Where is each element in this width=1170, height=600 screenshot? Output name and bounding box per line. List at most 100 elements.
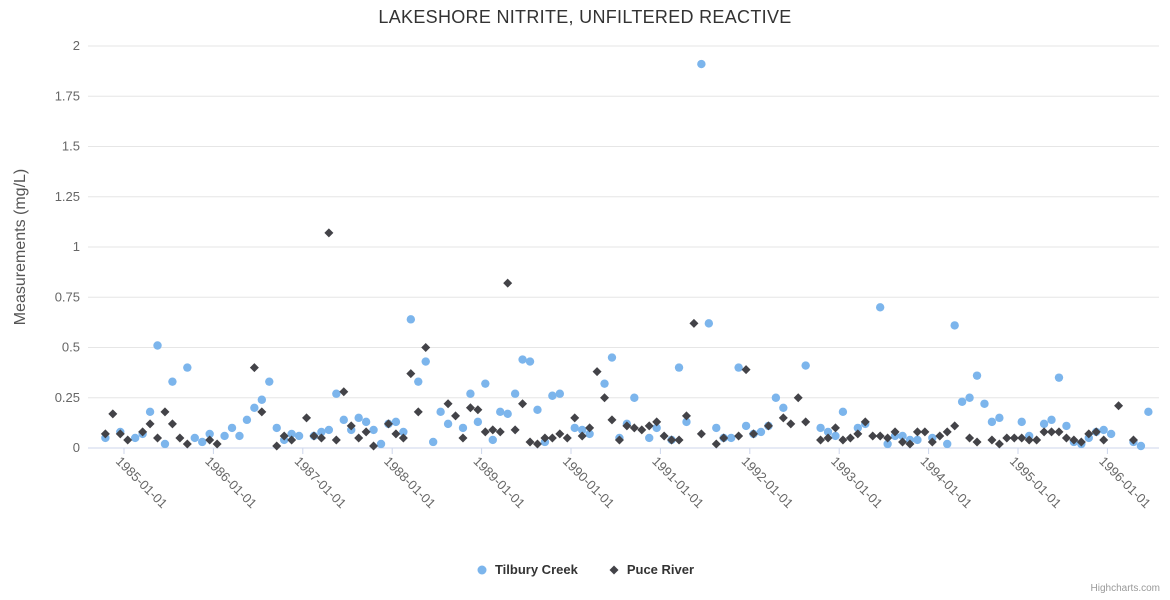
scatter-point-tilbury-creek[interactable] [972,371,982,380]
scatter-point-tilbury-creek[interactable] [510,389,520,398]
scatter-point-tilbury-creek[interactable] [913,435,922,445]
scatter-point-puce-river[interactable] [547,433,557,443]
scatter-point-puce-river[interactable] [1069,435,1079,445]
scatter-point-tilbury-creek[interactable] [741,421,751,431]
scatter-point-tilbury-creek[interactable] [361,417,371,427]
scatter-point-tilbury-creek[interactable] [250,403,259,412]
scatter-point-tilbury-creek[interactable] [965,393,974,402]
scatter-point-puce-river[interactable] [823,433,833,443]
scatter-point-tilbury-creek[interactable] [697,59,706,69]
scatter-point-puce-river[interactable] [272,441,282,451]
scatter-point-tilbury-creek[interactable] [339,415,348,425]
scatter-point-puce-river[interactable] [585,423,595,433]
scatter-point-tilbury-creek[interactable] [235,431,244,441]
scatter-point-tilbury-creek[interactable] [853,423,863,433]
scatter-point-tilbury-creek[interactable] [130,433,140,443]
scatter-point-tilbury-creek[interactable] [674,363,684,372]
scatter-point-puce-river[interactable] [749,429,759,439]
scatter-point-puce-river[interactable] [115,429,125,439]
scatter-point-tilbury-creek[interactable] [391,417,401,427]
scatter-point-puce-river[interactable] [331,435,341,445]
scatter-point-puce-river[interactable] [965,433,975,443]
scatter-point-tilbury-creek[interactable] [376,439,386,449]
scatter-point-puce-river[interactable] [361,427,371,437]
scatter-point-puce-river[interactable] [1047,427,1057,437]
scatter-point-tilbury-creek[interactable] [332,389,341,398]
scatter-point-puce-river[interactable] [741,365,751,375]
scatter-point-puce-river[interactable] [972,437,982,447]
scatter-point-puce-river[interactable] [458,433,468,443]
scatter-point-puce-river[interactable] [473,405,483,415]
scatter-point-puce-river[interactable] [555,429,565,439]
scatter-point-puce-river[interactable] [354,433,364,443]
scatter-point-puce-river[interactable] [905,439,915,449]
scatter-point-puce-river[interactable] [898,437,908,447]
scatter-point-tilbury-creek[interactable] [168,377,177,386]
scatter-point-tilbury-creek[interactable] [816,423,825,433]
scatter-point-puce-river[interactable] [927,437,937,447]
scatter-point-tilbury-creek[interactable] [995,413,1004,423]
scatter-point-tilbury-creek[interactable] [838,407,848,417]
scatter-point-tilbury-creek[interactable] [406,315,416,324]
scatter-point-puce-river[interactable] [853,429,863,439]
scatter-point-tilbury-creek[interactable] [443,419,453,429]
scatter-point-tilbury-creek[interactable] [257,395,267,404]
scatter-point-tilbury-creek[interactable] [428,437,438,447]
scatter-point-puce-river[interactable] [451,411,461,421]
scatter-point-tilbury-creek[interactable] [823,427,833,437]
scatter-point-tilbury-creek[interactable] [1136,441,1146,451]
scatter-point-tilbury-creek[interactable] [898,431,907,441]
scatter-point-puce-river[interactable] [406,369,416,379]
scatter-point-puce-river[interactable] [257,407,267,417]
scatter-point-tilbury-creek[interactable] [1144,407,1153,417]
highcharts-credits[interactable]: Highcharts.com [1090,583,1160,594]
scatter-point-tilbury-creek[interactable] [488,435,497,445]
scatter-point-tilbury-creek[interactable] [630,393,639,402]
scatter-point-tilbury-creek[interactable] [1062,421,1071,431]
scatter-point-tilbury-creek[interactable] [533,405,542,415]
scatter-point-puce-river[interactable] [637,425,647,435]
scatter-point-puce-river[interactable] [1039,427,1049,437]
scatter-point-puce-river[interactable] [138,427,148,437]
scatter-point-puce-river[interactable] [786,419,796,429]
scatter-point-tilbury-creek[interactable] [771,393,781,402]
scatter-point-tilbury-creek[interactable] [473,417,483,427]
scatter-point-puce-river[interactable] [816,435,826,445]
scatter-point-tilbury-creek[interactable] [220,431,229,441]
scatter-point-puce-river[interactable] [287,435,297,445]
scatter-point-puce-river[interactable] [994,439,1004,449]
scatter-point-tilbury-creek[interactable] [712,423,721,433]
scatter-point-puce-river[interactable] [734,431,744,441]
scatter-point-puce-river[interactable] [860,417,870,427]
scatter-point-tilbury-creek[interactable] [525,357,535,366]
scatter-point-puce-river[interactable] [890,427,900,437]
scatter-point-tilbury-creek[interactable] [607,353,617,362]
scatter-point-puce-river[interactable] [778,413,788,423]
scatter-point-puce-river[interactable] [1017,433,1027,443]
scatter-point-tilbury-creek[interactable] [950,321,959,330]
scatter-point-puce-river[interactable] [577,431,587,441]
scatter-point-puce-river[interactable] [182,439,192,449]
scatter-point-tilbury-creek[interactable] [577,425,587,435]
scatter-point-puce-river[interactable] [600,393,610,403]
scatter-point-tilbury-creek[interactable] [943,439,952,449]
scatter-point-puce-river[interactable] [369,441,379,451]
scatter-point-tilbury-creek[interactable] [205,429,214,439]
scatter-point-tilbury-creek[interactable] [496,407,505,417]
scatter-point-tilbury-creek[interactable] [1099,425,1108,435]
scatter-point-puce-river[interactable] [279,431,289,441]
legend-item-tilbury-creek[interactable]: Tilbury Creek [476,562,578,577]
scatter-point-puce-river[interactable] [488,425,498,435]
scatter-point-puce-river[interactable] [1009,433,1019,443]
scatter-point-puce-river[interactable] [942,427,952,437]
scatter-point-puce-river[interactable] [935,431,945,441]
scatter-point-puce-river[interactable] [667,435,677,445]
scatter-point-tilbury-creek[interactable] [875,303,885,312]
scatter-point-puce-river[interactable] [622,421,632,431]
scatter-point-tilbury-creek[interactable] [227,423,237,433]
scatter-point-tilbury-creek[interactable] [645,433,654,443]
scatter-point-puce-river[interactable] [383,419,393,429]
scatter-point-tilbury-creek[interactable] [555,389,565,398]
scatter-point-puce-river[interactable] [950,421,960,431]
scatter-point-puce-river[interactable] [167,419,177,429]
